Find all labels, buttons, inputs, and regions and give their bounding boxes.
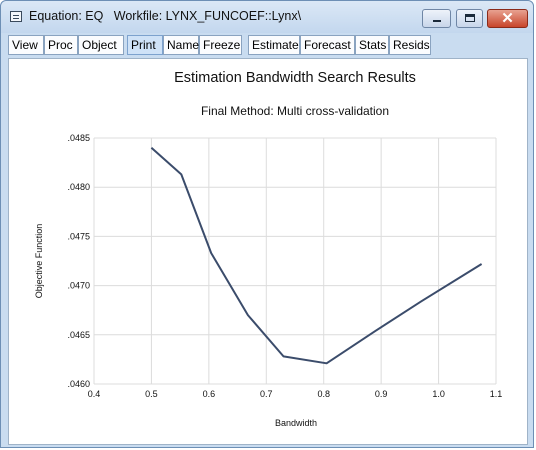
toolbar: View Proc Object Print Name Freeze Estim… (8, 35, 528, 57)
x-tick-label: 0.8 (317, 389, 330, 399)
window-title: Equation: EQ Workfile: LYNX_FUNCOEF::Lyn… (29, 9, 302, 23)
view-button[interactable]: View (8, 35, 44, 55)
y-axis-label: Objective Function (34, 224, 44, 299)
close-icon: ✕ (501, 10, 514, 27)
series-line (150, 147, 483, 365)
stats-button[interactable]: Stats (355, 35, 389, 55)
x-axis-label: Bandwidth (275, 418, 317, 428)
y-tick-label: .0465 (67, 330, 90, 340)
print-button[interactable]: Print (127, 35, 163, 55)
system-menu-icon[interactable] (10, 11, 22, 22)
y-tick-label: .0460 (67, 379, 90, 389)
x-tick-label: 0.5 (145, 389, 158, 399)
y-tick-label: .0485 (67, 133, 90, 143)
resids-button[interactable]: Resids (389, 35, 431, 55)
chart-subtitle: Final Method: Multi cross-validation (201, 104, 389, 118)
freeze-button[interactable]: Freeze (199, 35, 242, 55)
estimate-button[interactable]: Estimate (248, 35, 300, 55)
x-tick-label: 0.6 (203, 389, 216, 399)
bandwidth-chart: Estimation Bandwidth Search Results Fina… (34, 70, 502, 428)
y-tick-label: .0470 (67, 281, 90, 291)
chart-title: Estimation Bandwidth Search Results (174, 70, 416, 86)
close-button[interactable]: ✕ (487, 9, 528, 28)
graph-view: Estimation Bandwidth Search Results Fina… (8, 58, 528, 445)
title-bar[interactable]: Equation: EQ Workfile: LYNX_FUNCOEF::Lyn… (1, 1, 533, 33)
x-tick-label: 0.4 (88, 389, 101, 399)
x-tick-label: 0.7 (260, 389, 273, 399)
x-tick-label: 1.1 (490, 389, 503, 399)
name-button[interactable]: Name (163, 35, 199, 55)
minimize-button[interactable] (422, 9, 451, 28)
minimize-icon (433, 20, 441, 22)
y-tick-label: .0480 (67, 182, 90, 192)
maximize-icon (465, 14, 475, 22)
y-tick-label: .0475 (67, 231, 90, 241)
object-button[interactable]: Object (78, 35, 124, 55)
x-tick-label: 1.0 (432, 389, 445, 399)
forecast-button[interactable]: Forecast (300, 35, 355, 55)
maximize-button[interactable] (456, 9, 483, 28)
proc-button[interactable]: Proc (44, 35, 78, 55)
x-tick-label: 0.9 (375, 389, 388, 399)
